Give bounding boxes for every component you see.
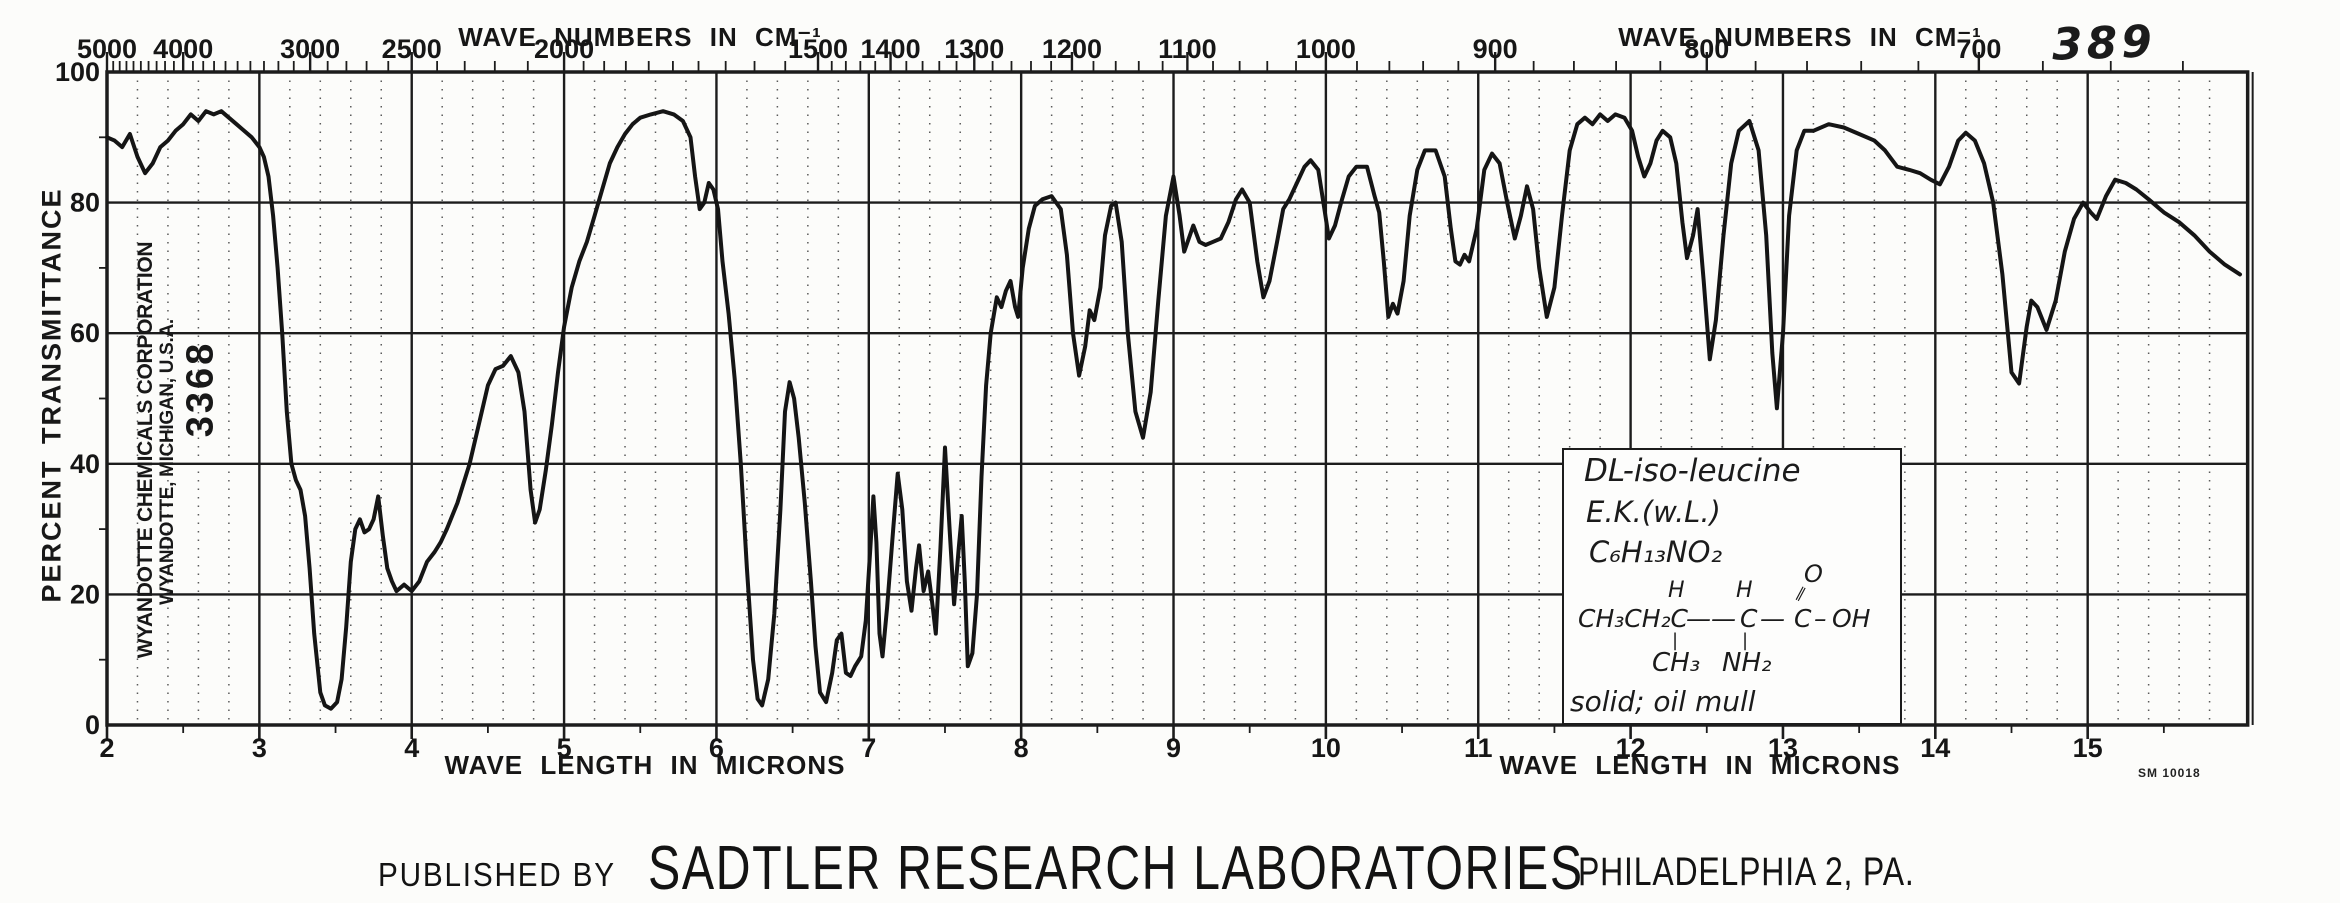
footer-laboratory-name: SADTLER RESEARCH LABORATORIES (648, 834, 1584, 903)
wavenumber-tick-label: 5000 (77, 34, 137, 64)
bottom-axis-title-right: WAVE LENGTH IN MICRONS (1499, 750, 1901, 780)
compound-annotation-box: DL-iso-leucine E.K.(w.L.) C₆H₁₃NO₂ H H O… (1562, 448, 1902, 725)
footer-published-by: PUBLISHED BY (378, 856, 616, 893)
sample-source: E.K.(w.L.) (1586, 495, 1721, 529)
top-axis-title-left: WAVE NUMBERS IN CM⁻¹ (458, 22, 822, 52)
structure-nh2-group: NH₂ (1722, 648, 1772, 678)
structure-chain: CH₃CH₂C (1578, 604, 1689, 633)
micron-tick-label: 12 (1616, 733, 1646, 763)
wavenumber-tick-label: 700 (1956, 34, 2001, 64)
wavenumber-tick-label: 1300 (944, 34, 1004, 64)
structure-bond: — (1760, 604, 1785, 633)
wavenumber-tick-label: 4000 (153, 34, 213, 64)
wavenumber-tick-label: 3000 (280, 34, 340, 64)
structure-double-bond: ∥ (1793, 583, 1809, 603)
transmittance-tick-label: 80 (70, 188, 100, 218)
micron-tick-label: 6 (709, 733, 724, 763)
structure-ch3-group: CH₃ (1652, 648, 1701, 678)
transmittance-tick-label: 20 (70, 579, 100, 609)
structure-c-atom: C (1740, 604, 1758, 633)
compound-name: DL-iso-leucine (1584, 453, 1801, 489)
wavenumber-tick-label: 900 (1473, 34, 1518, 64)
top-axis-title-right: WAVE NUMBERS IN CM⁻¹ (1618, 22, 1982, 52)
structure-c-atom: C (1794, 604, 1812, 633)
sample-phase: solid; oil mull (1570, 685, 1756, 718)
transmittance-tick-label: 60 (70, 318, 100, 348)
structure-h-atom: H (1668, 578, 1685, 603)
molecular-formula: C₆H₁₃NO₂ (1589, 535, 1723, 569)
micron-tick-label: 3 (252, 733, 267, 763)
transmittance-tick-label: 0 (85, 710, 100, 740)
structure-oh-group: OH (1832, 604, 1871, 633)
micron-tick-label: 13 (1768, 733, 1798, 763)
wavenumber-tick-label: 1200 (1042, 34, 1102, 64)
structure-bond-vertical: | (1742, 630, 1749, 651)
micron-tick-label: 15 (2073, 733, 2103, 763)
transmittance-tick-label: 40 (70, 449, 100, 479)
wavenumber-tick-label: 1400 (861, 34, 921, 64)
print-code: SM 10018 (2138, 766, 2201, 780)
micron-tick-label: 2 (99, 733, 114, 763)
bottom-axis-title-left: WAVE LENGTH IN MICRONS (444, 750, 846, 780)
wavenumber-tick-label: 2000 (534, 34, 594, 64)
sample-number: 3368 (179, 340, 222, 438)
micron-tick-label: 14 (1920, 733, 1950, 763)
structure-bond-vertical: | (1672, 630, 1679, 651)
micron-tick-label: 10 (1311, 733, 1341, 763)
wavenumber-tick-label: 1000 (1296, 34, 1356, 64)
transmittance-curve (105, 109, 2242, 711)
micron-tick-label: 7 (861, 733, 876, 763)
handwritten-spectrum-number: 389 (2051, 16, 2157, 71)
wavenumber-tick-label: 800 (1684, 34, 1729, 64)
micron-tick-label: 4 (404, 733, 419, 763)
plot-border (105, 70, 2250, 727)
wavenumber-tick-label: 1500 (788, 34, 848, 64)
micron-tick-label: 5 (557, 733, 572, 763)
company-stamp-line1: WYANDOTTE CHEMICALS CORPORATION (134, 241, 157, 659)
micron-tick-label: 8 (1014, 733, 1029, 763)
transmittance-tick-label: 100 (55, 57, 100, 87)
company-stamp-line2: WYANDOTTE, MICHIGAN, U.S.A. (157, 319, 178, 605)
micron-tick-label: 11 (1464, 733, 1493, 763)
wavenumber-tick-label: 2500 (382, 34, 442, 64)
footer-city: PHILADELPHIA 2, PA. (1578, 850, 1915, 894)
structure-h-atom: H (1736, 578, 1753, 603)
structure-bond: —— (1686, 604, 1736, 633)
micron-tick-label: 9 (1166, 733, 1181, 763)
structure-bond: – (1814, 604, 1827, 633)
y-axis-title: PERCENT TRANSMITTANCE (36, 187, 67, 603)
wavenumber-tick-label: 1100 (1158, 34, 1217, 64)
structure-o-atom: O (1804, 560, 1823, 588)
